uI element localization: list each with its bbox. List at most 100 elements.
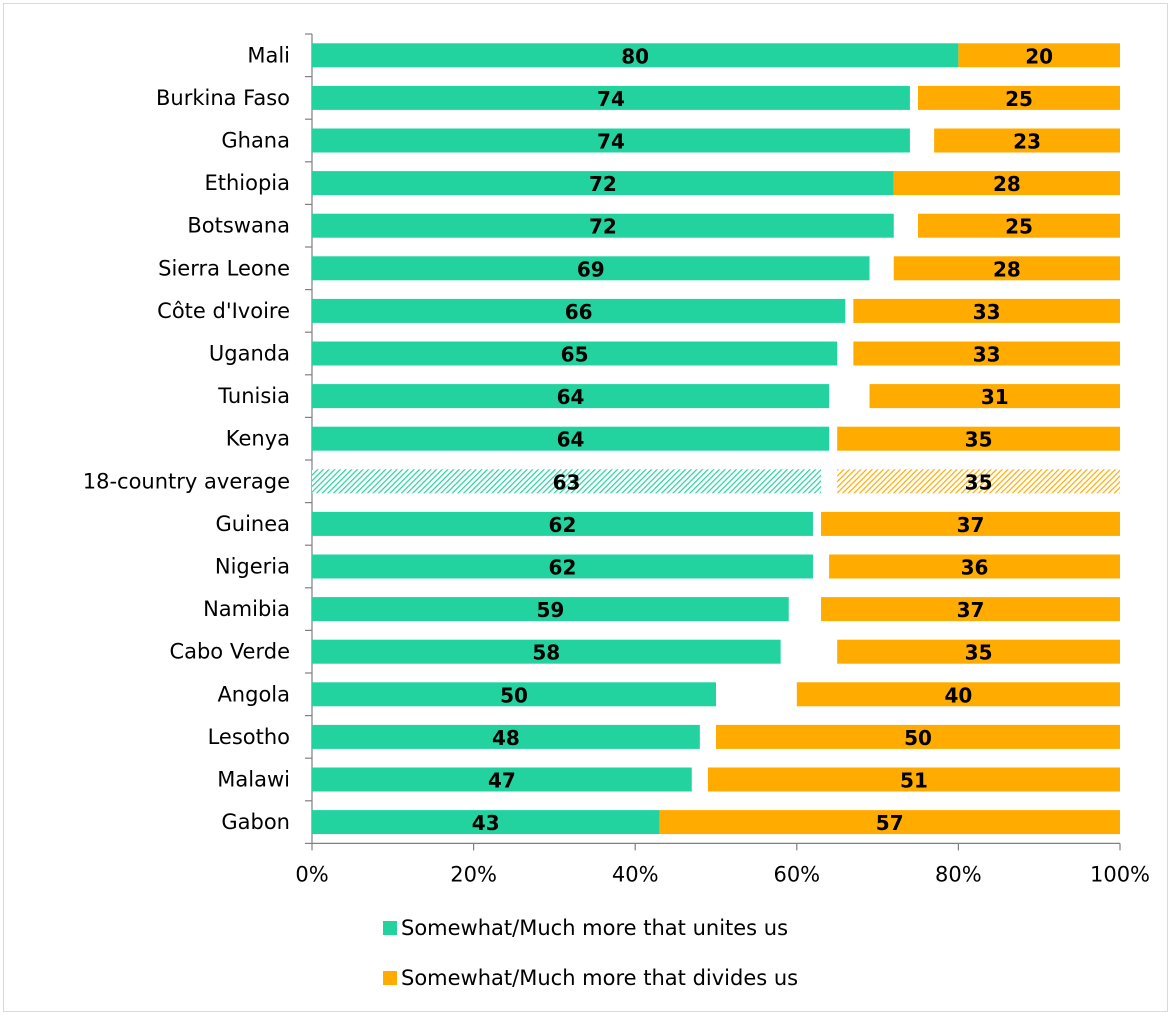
bar-unites-uganda <box>312 341 838 366</box>
x-tick-labels: 0% 20% 40% 60% 80% 100% <box>295 862 1150 886</box>
x-tick-label: 40% <box>612 862 659 886</box>
bar-unites-nigeria <box>312 554 813 579</box>
category-label-c-te-d-ivoire: Côte d'Ivoire <box>157 299 290 323</box>
data-label-unites-malawi: 47 <box>488 769 516 793</box>
data-label-divides-nigeria: 36 <box>961 556 989 580</box>
bar-divides-burkina-faso <box>918 85 1120 110</box>
category-label-lesotho: Lesotho <box>208 725 290 749</box>
bar-divides-kenya <box>837 426 1120 451</box>
data-label-unites-sierra-leone: 69 <box>577 257 605 281</box>
bar-unites-ghana <box>312 128 910 153</box>
data-label-divides-tunisia: 31 <box>981 385 1009 409</box>
category-labels: Mali Burkina Faso Ghana Ethiopia Botswana Sie… <box>83 43 290 834</box>
x-tick-label: 20% <box>450 862 497 886</box>
category-label-tunisia: Tunisia <box>217 384 290 408</box>
data-label-divides-18-country-average: 35 <box>965 470 993 494</box>
data-label-divides-c-te-d-ivoire: 33 <box>973 300 1001 324</box>
data-label-unites-kenya: 64 <box>557 428 585 452</box>
bar-divides-botswana <box>918 213 1120 238</box>
bar-divides-cabo-verde <box>837 639 1120 664</box>
data-label-divides-namibia: 37 <box>957 598 985 622</box>
bar-divides-malawi <box>707 767 1120 792</box>
data-label-unites-18-country-average: 63 <box>553 470 581 494</box>
category-label-sierra-leone: Sierra Leone <box>158 256 290 280</box>
bar-unites-ethiopia <box>312 171 894 196</box>
x-tick-label: 100% <box>1090 862 1150 886</box>
bar-unites-c-te-d-ivoire <box>312 298 846 323</box>
bar-unites-guinea <box>312 511 813 536</box>
data-label-unites-tunisia: 64 <box>557 385 585 409</box>
bar-divides-nigeria <box>829 554 1120 579</box>
data-label-unites-botswana: 72 <box>589 215 617 239</box>
category-label-mali: Mali <box>247 43 290 67</box>
data-label-unites-nigeria: 62 <box>549 556 577 580</box>
category-label-ethiopia: Ethiopia <box>204 171 290 195</box>
data-label-divides-mali: 20 <box>1025 44 1053 68</box>
category-label-uganda: Uganda <box>209 342 290 366</box>
bar-divides-guinea <box>821 511 1120 536</box>
category-label-18-country-average: 18-country average <box>83 469 290 493</box>
data-label-unites-angola: 50 <box>500 683 528 707</box>
data-label-unites-c-te-d-ivoire: 66 <box>565 300 593 324</box>
data-label-divides-ethiopia: 28 <box>993 172 1021 196</box>
data-label-unites-lesotho: 48 <box>492 726 520 750</box>
bar-unites-cabo-verde <box>312 639 781 664</box>
bar-unites-mali <box>312 43 959 68</box>
bar-divides-c-te-d-ivoire <box>853 298 1120 323</box>
bar-divides-angola <box>796 682 1120 707</box>
data-label-divides-lesotho: 50 <box>904 726 932 750</box>
data-label-divides-gabon: 57 <box>876 811 904 835</box>
bar-divides-tunisia <box>869 384 1120 409</box>
data-label-unites-gabon: 43 <box>472 811 500 835</box>
legend-swatch-divides <box>383 971 397 985</box>
category-label-botswana: Botswana <box>187 214 290 238</box>
bar-unites-kenya <box>312 426 830 451</box>
data-label-unites-burkina-faso: 74 <box>597 87 625 111</box>
bar-divides-lesotho <box>716 724 1120 749</box>
bar-divides-18-country-average <box>837 469 1120 494</box>
data-label-divides-uganda: 33 <box>973 343 1001 367</box>
bar-divides-gabon <box>659 810 1120 835</box>
category-label-ghana: Ghana <box>221 129 290 153</box>
legend-label-unites: Somewhat/Much more that unites us <box>401 916 788 940</box>
data-label-divides-kenya: 35 <box>965 428 993 452</box>
category-label-burkina-faso: Burkina Faso <box>156 86 290 110</box>
category-label-gabon: Gabon <box>221 810 290 834</box>
data-label-divides-malawi: 51 <box>900 769 928 793</box>
category-label-nigeria: Nigeria <box>215 555 290 579</box>
bar-unites-gabon <box>312 810 660 835</box>
legend: Somewhat/Much more that unites us Somewha… <box>383 916 798 990</box>
category-label-angola: Angola <box>217 682 290 706</box>
data-label-unites-mali: 80 <box>621 44 649 68</box>
data-label-divides-ghana: 23 <box>1013 130 1041 154</box>
x-tick-label: 60% <box>773 862 820 886</box>
category-label-malawi: Malawi <box>217 768 290 792</box>
bar-divides-mali <box>958 43 1120 68</box>
data-label-divides-botswana: 25 <box>1005 215 1033 239</box>
data-label-divides-guinea: 37 <box>957 513 985 537</box>
bar-unites-tunisia <box>312 384 830 409</box>
category-label-namibia: Namibia <box>203 597 290 621</box>
bar-divides-namibia <box>821 597 1120 622</box>
legend-label-divides: Somewhat/Much more that divides us <box>401 966 798 990</box>
bar-unites-botswana <box>312 213 894 238</box>
bar-divides-ethiopia <box>893 171 1120 196</box>
bar-divides-uganda <box>853 341 1120 366</box>
bar-unites-angola <box>312 682 716 707</box>
bar-unites-malawi <box>312 767 692 792</box>
bar-divides-ghana <box>934 128 1120 153</box>
bar-divides-sierra-leone <box>893 256 1120 281</box>
data-label-unites-guinea: 62 <box>549 513 577 537</box>
data-label-divides-cabo-verde: 35 <box>965 641 993 665</box>
data-label-unites-namibia: 59 <box>536 598 564 622</box>
data-label-unites-ethiopia: 72 <box>589 172 617 196</box>
category-label-cabo-verde: Cabo Verde <box>169 640 290 664</box>
data-label-divides-angola: 40 <box>944 683 972 707</box>
data-label-unites-uganda: 65 <box>561 343 589 367</box>
data-label-divides-sierra-leone: 28 <box>993 257 1021 281</box>
data-label-unites-cabo-verde: 58 <box>532 641 560 665</box>
data-label-divides-burkina-faso: 25 <box>1005 87 1033 111</box>
bar-unites-namibia <box>312 597 789 622</box>
legend-swatch-unites <box>383 921 397 935</box>
bar-unites-18-country-average <box>312 469 822 494</box>
